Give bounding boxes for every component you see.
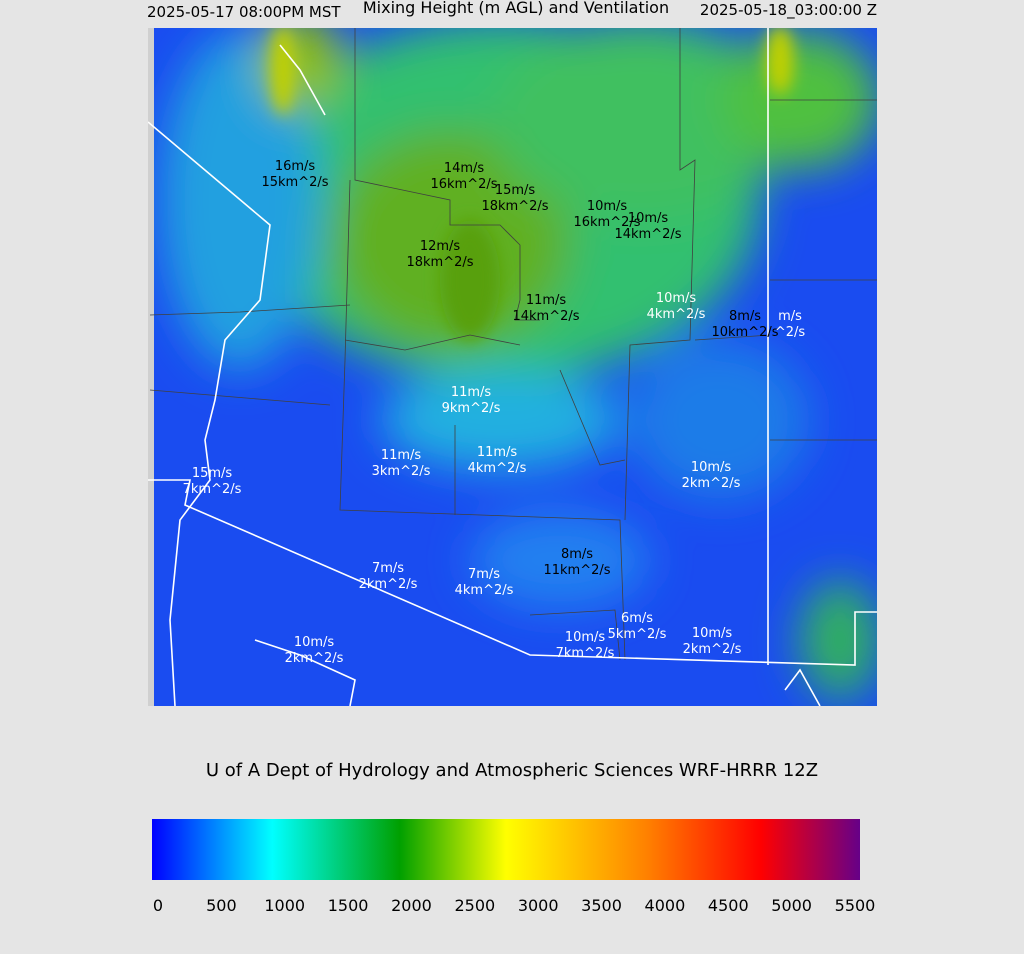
wind-speed-label: 6m/s <box>621 611 653 626</box>
colorbar-tick-label: 4500 <box>708 896 749 915</box>
valid-utc-time: 2025-05-18_03:00:00 Z <box>700 1 877 20</box>
ventilation-label: ^2/s <box>775 325 806 340</box>
colorbar-tick-label: 500 <box>206 896 237 915</box>
colorbar-tick-label: 3500 <box>581 896 622 915</box>
colorbar-tick-label: 2500 <box>454 896 495 915</box>
ventilation-label: 11km^2/s <box>543 563 610 578</box>
ventilation-label: 15km^2/s <box>261 175 328 190</box>
colorbar-tick-label: 5500 <box>835 896 876 915</box>
colorbar-tick-label: 0 <box>153 896 163 915</box>
ventilation-label: 5km^2/s <box>608 627 667 642</box>
ventilation-label: 4km^2/s <box>647 307 706 322</box>
model-credit: U of A Dept of Hydrology and Atmospheric… <box>206 760 818 781</box>
wind-speed-label: 11m/s <box>451 385 492 400</box>
county-lines <box>149 28 877 661</box>
wind-speed-label: 10m/s <box>587 199 628 214</box>
ventilation-label: 7km^2/s <box>556 646 615 661</box>
ventilation-label: 14km^2/s <box>614 227 681 242</box>
wind-speed-label: 15m/s <box>192 466 233 481</box>
wind-speed-label: 11m/s <box>477 445 518 460</box>
colorbar-tick-label: 3000 <box>518 896 559 915</box>
wind-speed-label: 10m/s <box>628 211 669 226</box>
colorbar-tick-label: 1500 <box>328 896 369 915</box>
wind-speed-label: 7m/s <box>372 561 404 576</box>
colorbar-tick-label: 5000 <box>771 896 812 915</box>
ventilation-label: 18km^2/s <box>406 255 473 270</box>
ventilation-label: 14km^2/s <box>512 309 579 324</box>
ventilation-label: 2km^2/s <box>682 476 741 491</box>
ventilation-label: 16km^2/s <box>573 215 640 230</box>
ventilation-label: 3km^2/s <box>372 464 431 479</box>
map-title: Mixing Height (m AGL) and Ventilation <box>363 0 669 17</box>
wind-speed-label: 8m/s <box>561 547 593 562</box>
wind-speed-label: 11m/s <box>381 448 422 463</box>
wind-speed-label: 10m/s <box>565 630 606 645</box>
wind-speed-label: m/s <box>778 309 802 324</box>
colorbar-tick-label: 2000 <box>391 896 432 915</box>
wind-speed-label: 16m/s <box>275 159 316 174</box>
wind-speed-label: 12m/s <box>420 239 461 254</box>
wind-speed-label: 7m/s <box>468 567 500 582</box>
colorbar-tick-label: 4000 <box>645 896 686 915</box>
ventilation-label: 16km^2/s <box>430 177 497 192</box>
colorbar <box>152 819 860 880</box>
wind-speed-label: 14m/s <box>444 161 485 176</box>
state-lines <box>148 28 877 706</box>
wind-speed-label: 10m/s <box>294 635 335 650</box>
colorbar-tick-label: 1000 <box>264 896 305 915</box>
ventilation-label: 18km^2/s <box>481 199 548 214</box>
wind-speed-label: 15m/s <box>495 183 536 198</box>
ventilation-label: 4km^2/s <box>455 583 514 598</box>
ventilation-label: 2km^2/s <box>683 642 742 657</box>
valid-local-time: 2025-05-17 08:00PM MST <box>147 3 341 21</box>
ventilation-label: 10km^2/s <box>711 325 778 340</box>
ventilation-label: 2km^2/s <box>359 577 418 592</box>
ventilation-label: 9km^2/s <box>442 401 501 416</box>
ventilation-label: 2km^2/s <box>285 651 344 666</box>
wind-speed-label: 10m/s <box>692 626 733 641</box>
ventilation-label: 7km^2/s <box>183 482 242 497</box>
wind-speed-label: 10m/s <box>691 460 732 475</box>
wind-speed-label: 8m/s <box>729 309 761 324</box>
wind-speed-label: 11m/s <box>526 293 567 308</box>
wind-speed-label: 10m/s <box>656 291 697 306</box>
ventilation-label: 4km^2/s <box>468 461 527 476</box>
colorbar-ticks: 0 500 1000 1500 2000 2500 3000 3500 4000 4500 5000… <box>153 896 875 915</box>
